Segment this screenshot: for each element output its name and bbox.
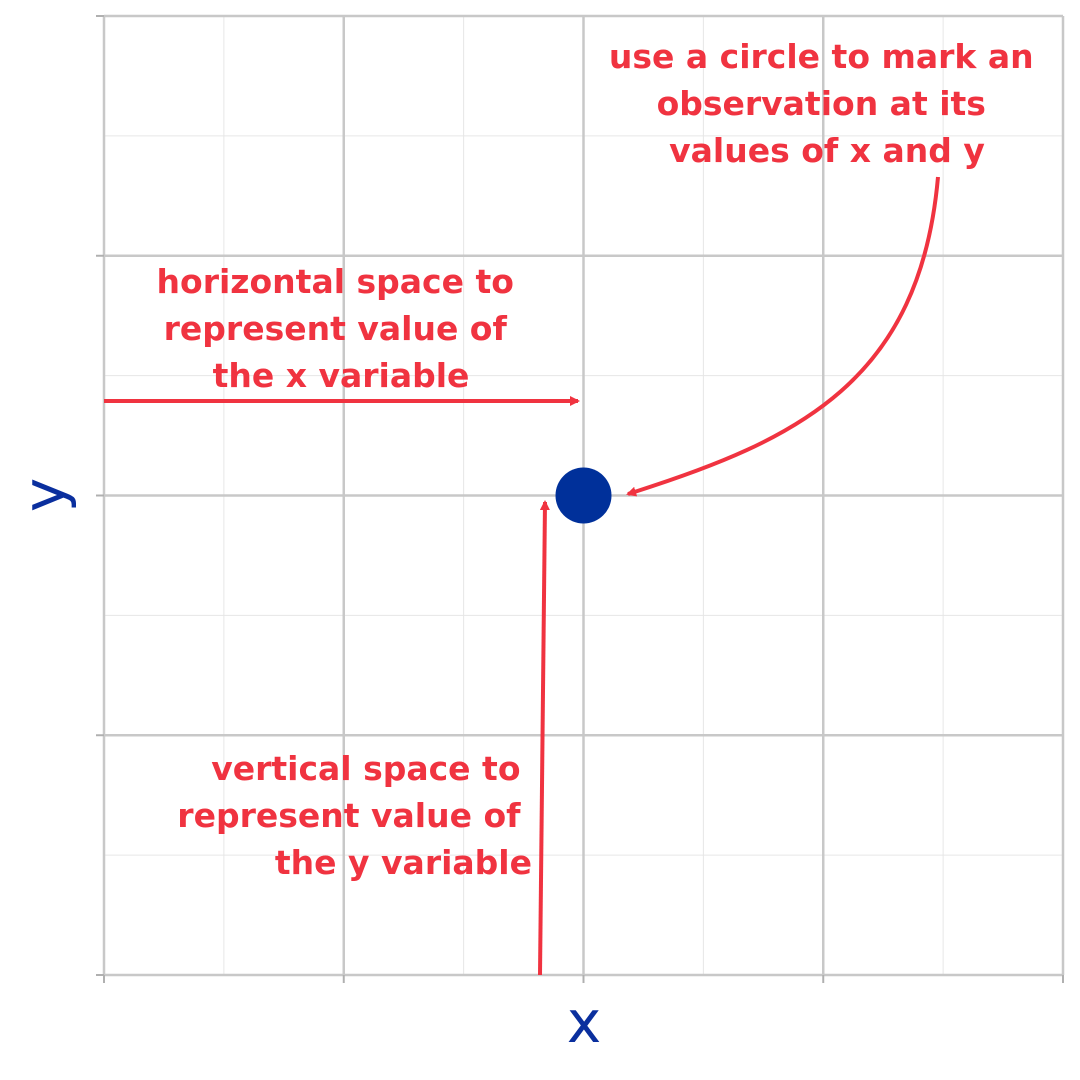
x-axis-label: x xyxy=(567,988,601,1056)
vertical-arrow xyxy=(538,500,550,976)
circle-pointer-arrow xyxy=(626,176,940,497)
annotation-arrows xyxy=(104,176,940,976)
data-point xyxy=(555,467,612,524)
circle-note: use a circle to mark an observation at i… xyxy=(609,37,1045,170)
axes xyxy=(96,15,1064,983)
horizontal-note: horizontal space to represent value of t… xyxy=(157,262,526,395)
y-axis-label: y xyxy=(10,478,78,512)
vertical-note: vertical space to represent value of the… xyxy=(177,749,532,882)
data-points xyxy=(555,467,612,524)
